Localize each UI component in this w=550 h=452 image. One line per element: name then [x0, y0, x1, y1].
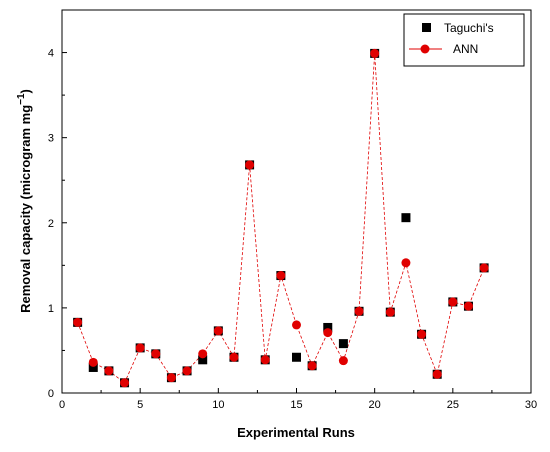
ann-point	[463, 301, 473, 311]
ann-point	[323, 328, 333, 338]
x-tick-label: 30	[525, 399, 537, 411]
legend-square-marker	[422, 23, 431, 32]
legend-box	[403, 13, 525, 67]
taguchi-point	[198, 355, 208, 365]
y-tick-label: 3	[48, 133, 54, 145]
ann-point	[479, 263, 489, 273]
ann-point	[417, 329, 427, 339]
ann-point	[213, 326, 223, 336]
legend-circle-marker	[420, 44, 430, 54]
ann-point	[448, 297, 458, 307]
ann-point	[260, 355, 270, 365]
y-axis-label: Removal capacity (microgram mg−1)	[16, 89, 33, 313]
ann-point	[104, 366, 114, 376]
ann-point	[135, 343, 145, 353]
ann-point	[432, 369, 442, 379]
ann-point	[307, 361, 317, 371]
ann-point	[120, 378, 130, 388]
x-tick-label: 20	[369, 399, 381, 411]
ann-point	[292, 320, 301, 330]
data-markers	[73, 48, 489, 388]
legend: Taguchi's ANN	[403, 13, 525, 67]
taguchi-point	[338, 339, 348, 349]
taguchi-point	[401, 213, 411, 223]
taguchi-point	[88, 362, 98, 372]
ann-point	[166, 373, 176, 383]
x-tick-label: 5	[137, 399, 143, 411]
y-tick-label: 1	[48, 303, 54, 315]
ann-point	[151, 349, 161, 359]
y-axis-label-main: Removal capacity (microgram mg	[18, 105, 33, 313]
y-axis-label-close: )	[18, 89, 33, 93]
x-tick-label: 0	[59, 399, 65, 411]
plot-area	[61, 9, 532, 394]
ann-point	[245, 160, 255, 170]
ann-point	[338, 356, 348, 366]
ann-point	[88, 357, 98, 367]
legend-ann-label: ANN	[453, 42, 478, 56]
x-axis-label: Experimental Runs	[237, 425, 355, 440]
ann-point	[401, 258, 411, 268]
ann-point	[354, 306, 364, 316]
y-tick-label: 4	[48, 48, 54, 60]
y-tick-label: 2	[48, 218, 54, 230]
y-axis-label-superscript: −1	[16, 93, 27, 105]
x-tick-label: 10	[212, 399, 224, 411]
ann-point	[370, 48, 380, 58]
ann-point	[198, 349, 208, 359]
ann-point	[73, 317, 83, 327]
ann-point	[385, 307, 395, 317]
y-tick-label: 0	[48, 388, 54, 400]
ann-point	[229, 352, 239, 362]
axis-ticks: 0 5 10 15 20 25 30 0 1 2 3 4	[48, 48, 537, 411]
ann-point	[182, 366, 192, 376]
taguchi-point	[292, 352, 301, 362]
x-tick-label: 25	[447, 399, 459, 411]
legend-taguchi-label: Taguchi's	[444, 21, 494, 35]
ann-point	[276, 271, 286, 281]
taguchi-point	[323, 322, 333, 332]
x-tick-label: 15	[290, 399, 302, 411]
